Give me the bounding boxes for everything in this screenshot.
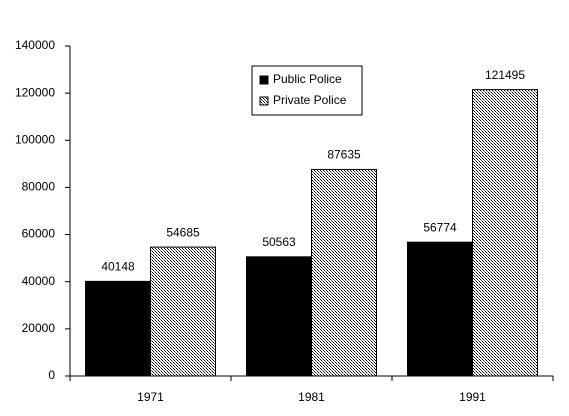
bar	[246, 256, 312, 377]
bar	[407, 241, 473, 377]
x-tick-label: 1981	[298, 390, 325, 404]
data-label: 121495	[485, 68, 525, 82]
bar	[472, 89, 538, 377]
bar	[85, 280, 151, 377]
data-label: 50563	[262, 235, 296, 249]
bar	[150, 246, 216, 377]
bar	[311, 168, 377, 377]
data-label: 56774	[423, 220, 457, 234]
y-tick-label: 100000	[15, 132, 55, 146]
y-tick-label: 80000	[22, 180, 56, 194]
x-tick-label: 1991	[459, 390, 486, 404]
y-tick-label: 140000	[15, 38, 55, 52]
y-tick-label: 60000	[22, 227, 56, 241]
y-tick-label: 0	[48, 368, 55, 382]
legend-box	[251, 65, 363, 116]
legend-label: Public Police	[273, 72, 342, 86]
x-tick-label: 1971	[137, 390, 164, 404]
y-tick-label: 40000	[22, 274, 56, 288]
legend-swatch	[259, 75, 269, 85]
data-label: 40148	[101, 260, 135, 274]
legend-label: Private Police	[273, 93, 347, 107]
y-tick-label: 20000	[22, 321, 56, 335]
y-tick-label: 120000	[15, 85, 55, 99]
data-label: 87635	[327, 148, 361, 162]
data-label: 54685	[166, 225, 200, 239]
legend-swatch	[259, 96, 269, 106]
